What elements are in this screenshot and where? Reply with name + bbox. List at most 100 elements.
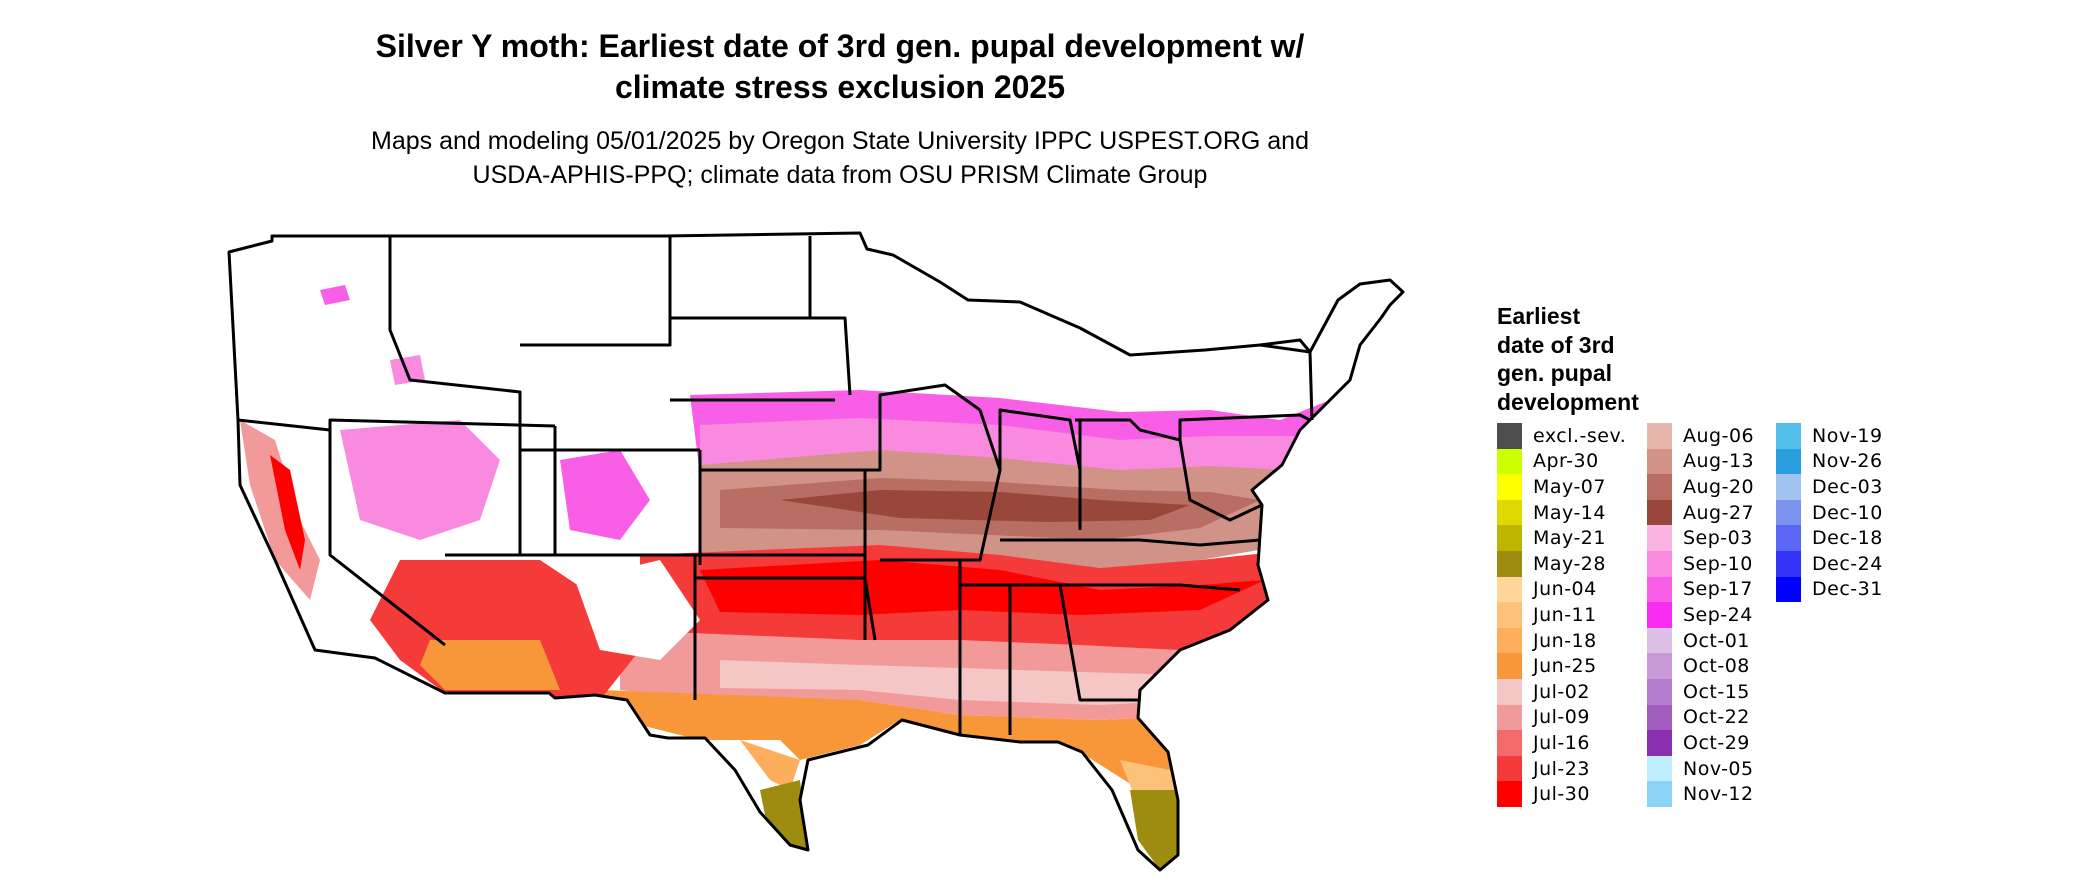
state-border	[328, 430, 446, 647]
california-band	[270, 455, 305, 570]
legend-item: Jun-11	[1497, 602, 1626, 628]
legend-label: Jun-11	[1533, 603, 1597, 626]
legend-label: Dec-24	[1812, 552, 1883, 575]
legend-label: Jul-30	[1533, 783, 1590, 806]
legend-item: Apr-30	[1497, 448, 1626, 475]
legend-swatch	[1497, 602, 1522, 628]
legend-item: Jul-09	[1497, 704, 1626, 731]
legend-label: Oct-08	[1683, 655, 1750, 678]
state-border	[880, 409, 1002, 562]
legend-column-1: excl.-sev. Apr-30 May-07 May-14 May-21 May-28…	[1497, 423, 1626, 807]
state-border	[237, 418, 556, 432]
legend-label: May-14	[1533, 501, 1606, 524]
legend-label: Sep-24	[1683, 603, 1753, 626]
title-line-2: climate stress exclusion 2025	[614, 69, 1066, 105]
legend-item: May-14	[1497, 499, 1626, 526]
legend-label: Dec-31	[1812, 578, 1883, 601]
legend-label: excl.-sev.	[1533, 424, 1627, 447]
legend-item: May-07	[1497, 474, 1626, 500]
subtitle-line-2: USDA-APHIS-PPQ; climate data from OSU PR…	[472, 161, 1208, 189]
legend-label: Jul-09	[1533, 706, 1590, 729]
legend-item: Oct-15	[1647, 678, 1754, 705]
legend-column-3: Nov-19 Nov-26 Dec-03 Dec-10 Dec-18 Dec-24 Dec-…	[1776, 423, 1883, 603]
brown-band	[780, 490, 1190, 522]
legend-label: Oct-01	[1683, 629, 1750, 652]
legend-label: Nov-05	[1683, 757, 1754, 780]
legend-item: Oct-22	[1647, 704, 1754, 731]
legend-swatch	[1497, 627, 1522, 654]
legend-label: Jun-25	[1533, 655, 1597, 678]
legend-label: May-28	[1533, 552, 1606, 575]
legend-item: Nov-05	[1647, 755, 1754, 782]
legend-item: Jun-18	[1497, 627, 1626, 654]
legend-swatch	[1647, 678, 1672, 705]
desert-band	[340, 420, 500, 540]
legend-item: Dec-24	[1776, 550, 1883, 577]
pink-band	[720, 660, 1240, 705]
legend-label: Oct-29	[1683, 731, 1750, 754]
olive-band	[760, 780, 808, 850]
legend-item: Jun-04	[1497, 576, 1626, 603]
olive-band	[1130, 790, 1178, 870]
legend-item: Dec-31	[1776, 576, 1883, 603]
state-border	[388, 236, 522, 555]
legend-item: Sep-17	[1647, 576, 1754, 603]
legend-swatch	[1497, 730, 1522, 756]
legend-label: Jul-16	[1533, 731, 1590, 754]
legend-swatch	[1497, 423, 1522, 449]
legend-swatch	[1647, 602, 1672, 628]
legend-title-line: Earliest	[1497, 303, 1581, 329]
legend-item: excl.-sev.	[1497, 423, 1626, 449]
legend-label: Nov-26	[1812, 450, 1883, 473]
legend-item: Aug-06	[1647, 423, 1754, 449]
legend-swatch	[1647, 627, 1672, 654]
legend-swatch	[1776, 423, 1801, 449]
state-border	[1259, 338, 1314, 421]
legend-label: Dec-03	[1812, 475, 1883, 498]
legend-swatch	[1497, 448, 1522, 475]
legend-item: Aug-20	[1647, 474, 1754, 500]
legend-swatch	[1647, 550, 1672, 577]
legend-label: May-07	[1533, 475, 1606, 498]
legend-swatch	[1776, 550, 1801, 577]
legend-item: Nov-19	[1776, 423, 1883, 449]
legend-label: Sep-03	[1683, 527, 1753, 550]
state-border	[1058, 584, 1140, 702]
legend-item: Oct-29	[1647, 730, 1754, 756]
legend-swatch	[1647, 474, 1672, 500]
state-border	[520, 236, 672, 347]
legend-swatch	[1647, 781, 1672, 807]
legend-label: Dec-18	[1812, 527, 1883, 550]
state-border	[1178, 413, 1311, 440]
legend-swatch	[1497, 499, 1522, 526]
legend-item: Jul-16	[1497, 730, 1626, 756]
legend-swatch	[1647, 653, 1672, 679]
legend-swatch	[1497, 678, 1522, 705]
legend-item: Oct-01	[1647, 627, 1754, 654]
legend-label: Aug-13	[1683, 450, 1755, 473]
legend-item: Sep-24	[1647, 602, 1754, 628]
legend-item: Oct-08	[1647, 653, 1754, 679]
legend-label: Apr-30	[1533, 450, 1599, 473]
legend-label: Aug-20	[1683, 475, 1755, 498]
legend-swatch	[1776, 576, 1801, 603]
state-border	[1075, 418, 1181, 442]
legend-label: Dec-10	[1812, 501, 1883, 524]
legend-title: Earliest date of 3rd gen. pupal developm…	[1497, 302, 1639, 416]
legend-swatch	[1497, 755, 1522, 782]
legend-swatch	[1497, 474, 1522, 500]
legend-item: Nov-12	[1647, 781, 1754, 807]
legend-swatch	[1776, 499, 1801, 526]
legend-item: Jul-23	[1497, 755, 1626, 782]
legend-swatch	[1647, 730, 1672, 756]
legend-item: Jul-30	[1497, 781, 1626, 807]
state-border	[860, 383, 981, 472]
title-line-1: Silver Y moth: Earliest date of 3rd gen.…	[375, 28, 1305, 64]
legend-item: Dec-10	[1776, 499, 1883, 526]
map-subtitle: Maps and modeling 05/01/2025 by Oregon S…	[300, 124, 1380, 192]
desert-band	[575, 560, 700, 660]
northwest-specks	[320, 285, 350, 305]
legend-swatch	[1497, 781, 1522, 807]
state-border	[960, 583, 1241, 592]
